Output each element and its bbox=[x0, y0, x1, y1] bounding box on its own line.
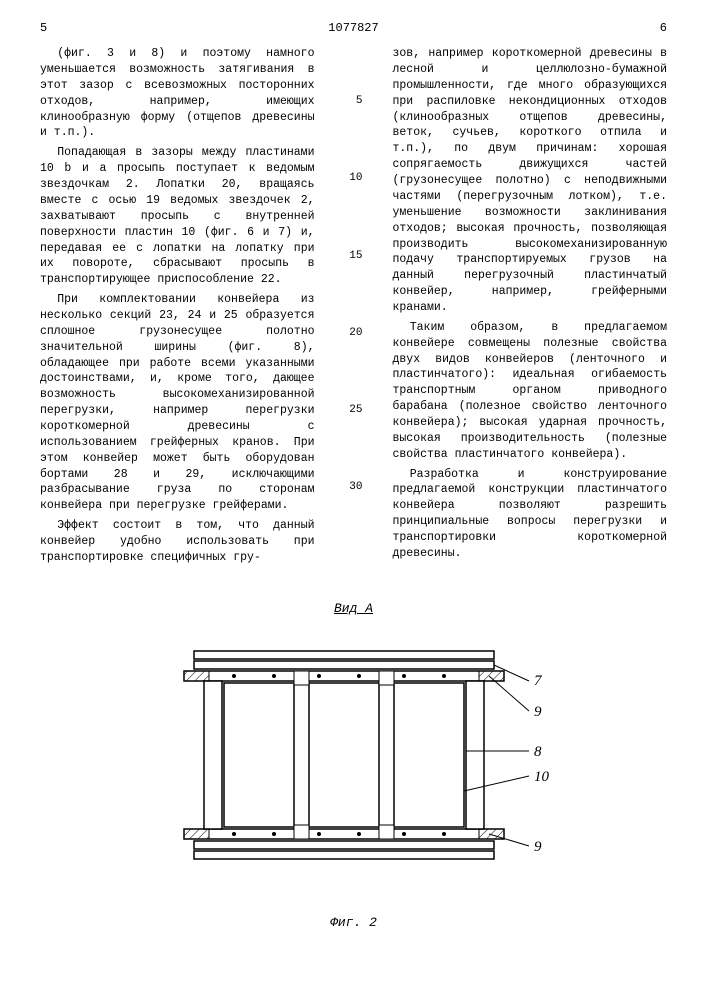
text-columns: (фиг. 3 и 8) и поэтому намного уменьшает… bbox=[40, 46, 667, 570]
document-page: 5 1077827 6 (фиг. 3 и 8) и поэтому намно… bbox=[0, 0, 707, 962]
line-marker: 30 bbox=[345, 480, 363, 495]
figure-diagram: 7 9 8 10 9 bbox=[144, 621, 564, 901]
paragraph: зов, например короткомерной древесины в … bbox=[393, 46, 668, 316]
callout-7: 7 bbox=[534, 673, 543, 689]
paragraph: Разработка и конструирование предлагаемо… bbox=[393, 467, 668, 562]
line-marker: 5 bbox=[345, 94, 363, 109]
line-marker: 25 bbox=[345, 403, 363, 418]
callout-9-top: 9 bbox=[534, 704, 542, 720]
page-header: 5 1077827 6 bbox=[40, 20, 667, 36]
figure-number-label: Фиг. 2 bbox=[40, 914, 667, 932]
paragraph: Попадающая в зазоры между пластинами 10 … bbox=[40, 145, 315, 288]
callout-9-bottom: 9 bbox=[534, 839, 542, 855]
line-marker: 15 bbox=[345, 249, 363, 264]
line-marker: 20 bbox=[345, 326, 363, 341]
left-column: (фиг. 3 и 8) и поэтому намного уменьшает… bbox=[40, 46, 315, 570]
paragraph: Эффект состоит в том, что данный конвейе… bbox=[40, 518, 315, 566]
paragraph: Таким образом, в предлагаемом конвейере … bbox=[393, 320, 668, 463]
right-column: зов, например короткомерной древесины в … bbox=[393, 46, 668, 570]
figure-area: Вид А bbox=[40, 600, 667, 932]
paragraph: При комплектовании конвейера из нескольк… bbox=[40, 292, 315, 514]
figure-view-label: Вид А bbox=[40, 600, 667, 618]
callout-10: 10 bbox=[534, 769, 550, 785]
callout-8: 8 bbox=[534, 744, 542, 760]
document-number: 1077827 bbox=[328, 20, 378, 36]
page-number-right: 6 bbox=[660, 20, 667, 36]
paragraph: (фиг. 3 и 8) и поэтому намного уменьшает… bbox=[40, 46, 315, 141]
line-number-gutter: 5 10 15 20 25 30 bbox=[345, 46, 363, 570]
line-marker: 10 bbox=[345, 171, 363, 186]
page-number-left: 5 bbox=[40, 20, 47, 36]
